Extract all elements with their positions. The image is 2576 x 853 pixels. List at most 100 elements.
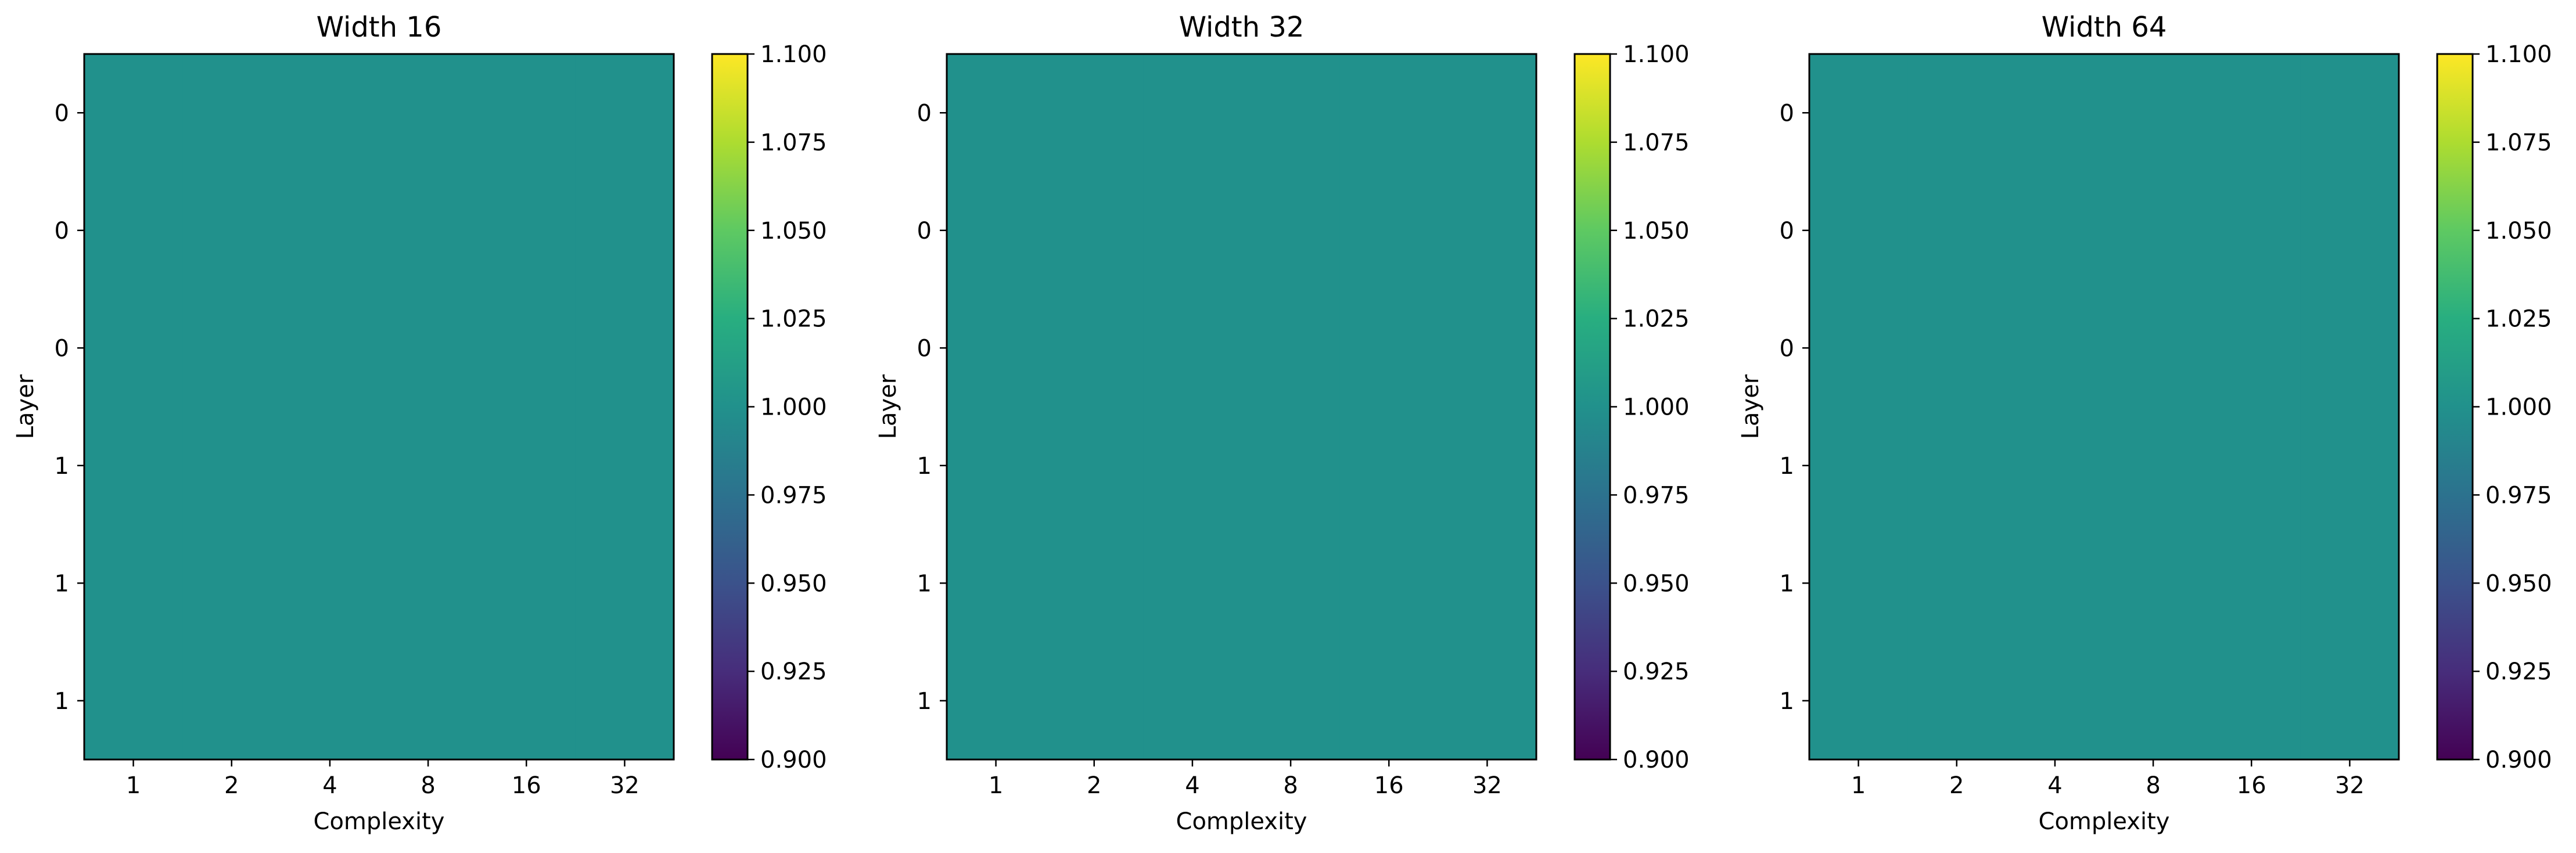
colorbar-tick-label: 1.100 [760, 41, 827, 68]
x-tick-label: 8 [2146, 772, 2160, 799]
heatmap-cell [2104, 406, 2203, 525]
x-tick-label: 8 [421, 772, 435, 799]
heatmap-cell [947, 171, 1046, 290]
heatmap-cell [281, 54, 380, 172]
x-tick-label: 4 [322, 772, 337, 799]
x-tick-label: 2 [1949, 772, 1964, 799]
y-tick-label: 1 [917, 688, 932, 715]
colorbar-tick-label: 0.900 [760, 747, 827, 773]
y-axis-label: Layer [875, 374, 901, 439]
heatmap-cell [1907, 54, 2006, 172]
x-tick-label: 2 [224, 772, 239, 799]
heatmap-cell [1045, 406, 1144, 525]
heatmap-cell [2300, 406, 2399, 525]
heatmap-cell [1907, 524, 2006, 643]
x-axis-label: Complexity [2039, 808, 2170, 835]
heatmap-cell [477, 171, 576, 290]
x-tick-label: 16 [1374, 772, 1404, 799]
colorbar-tick-label: 1.075 [760, 129, 827, 156]
heatmap-cell [84, 289, 183, 408]
heatmap-cell [281, 524, 380, 643]
colorbar-tick-label: 0.950 [2485, 570, 2552, 597]
heatmap-cell [182, 524, 281, 643]
x-tick-label: 1 [989, 772, 1003, 799]
heatmap-cell [2006, 54, 2105, 172]
colorbar-tick-label: 0.975 [1623, 482, 1690, 509]
heatmap-cell [2104, 54, 2203, 172]
panel-title: Width 32 [1179, 11, 1305, 44]
heatmap-cell [477, 406, 576, 525]
heatmap-cell [1438, 171, 1537, 290]
heatmap-cell [2006, 406, 2105, 525]
heatmap-cell [1907, 289, 2006, 408]
colorbar-tick-label: 1.025 [760, 306, 827, 333]
x-tick-label: 32 [1472, 772, 1502, 799]
heatmap-cell [1339, 54, 1439, 172]
colorbar-tick-label: 0.950 [1623, 570, 1690, 597]
colorbar-tick-label: 0.975 [760, 482, 827, 509]
heatmap-cell [182, 406, 281, 525]
heatmap-cell [281, 171, 380, 290]
heatmap-cell [2104, 524, 2203, 643]
colorbar [2437, 54, 2473, 760]
heatmap-cell [84, 54, 183, 172]
heatmap-cell [1907, 406, 2006, 525]
x-tick-label: 32 [2335, 772, 2365, 799]
x-tick-label: 1 [1851, 772, 1866, 799]
y-tick-label: 0 [917, 335, 932, 362]
heatmap-cell [2006, 289, 2105, 408]
x-tick-label: 1 [126, 772, 141, 799]
colorbar-tick-label: 0.925 [2485, 658, 2552, 685]
colorbar-tick-label: 0.900 [2485, 747, 2552, 773]
heatmap-cell [2104, 289, 2203, 408]
colorbar-tick-label: 1.100 [2485, 41, 2552, 68]
x-axis-label: Complexity [1176, 808, 1307, 835]
colorbar-tick-label: 1.025 [1623, 306, 1690, 333]
axes-frame [946, 53, 1537, 761]
heatmap-cell [477, 54, 576, 172]
heatmap-cell [1241, 171, 1341, 290]
colorbar-tick-label: 1.050 [2485, 218, 2552, 244]
colorbar-tick-label: 0.925 [760, 658, 827, 685]
heatmap-panel: Width 32 1 2 4 8 16 32 0 0 0 1 1 1 Complexity Layer 0.9… [875, 11, 1690, 835]
axes-frame [83, 53, 675, 761]
heatmap-cell [575, 524, 674, 643]
x-tick-label: 32 [610, 772, 639, 799]
heatmap-cell [2006, 642, 2105, 760]
x-tick-label: 16 [512, 772, 541, 799]
heatmap-panel: Width 16 1 2 4 8 16 32 0 0 0 1 1 1 Complexity Layer 0.9… [12, 11, 827, 835]
heatmap-cell [1143, 406, 1242, 525]
heatmap-cell [1339, 406, 1439, 525]
heatmap-cell [84, 642, 183, 760]
panel-title: Width 16 [317, 11, 442, 44]
heatmap-cell [1438, 289, 1537, 408]
x-axis-label: Complexity [314, 808, 445, 835]
y-tick-label: 0 [55, 218, 69, 244]
y-tick-label: 0 [1780, 335, 1794, 362]
heatmap-cell [947, 54, 1046, 172]
heatmap-cell [1241, 642, 1341, 760]
heatmap-cell [1438, 642, 1537, 760]
y-tick-label: 1 [55, 453, 69, 480]
heatmap-cell [1907, 171, 2006, 290]
heatmap-cell [1809, 54, 1908, 172]
heatmap-cell [1143, 524, 1242, 643]
y-tick-label: 0 [55, 100, 69, 127]
heatmap-cell [281, 406, 380, 525]
heatmap-cell [379, 171, 478, 290]
heatmap-cell [1241, 524, 1341, 643]
heatmap-cell [379, 54, 478, 172]
x-tick-label: 16 [2237, 772, 2266, 799]
heatmap-cell [1809, 289, 1908, 408]
heatmap-cell [379, 524, 478, 643]
x-tick-label: 2 [1087, 772, 1101, 799]
heatmap-cell [947, 289, 1046, 408]
heatmap-cell [1907, 642, 2006, 760]
heatmap-cell [2202, 54, 2301, 172]
heatmap-cell [575, 406, 674, 525]
colorbar-tick-label: 1.050 [1623, 218, 1690, 244]
heatmap-cell [2300, 642, 2399, 760]
axes-frame [1808, 53, 2400, 761]
heatmap-cell [1045, 289, 1144, 408]
